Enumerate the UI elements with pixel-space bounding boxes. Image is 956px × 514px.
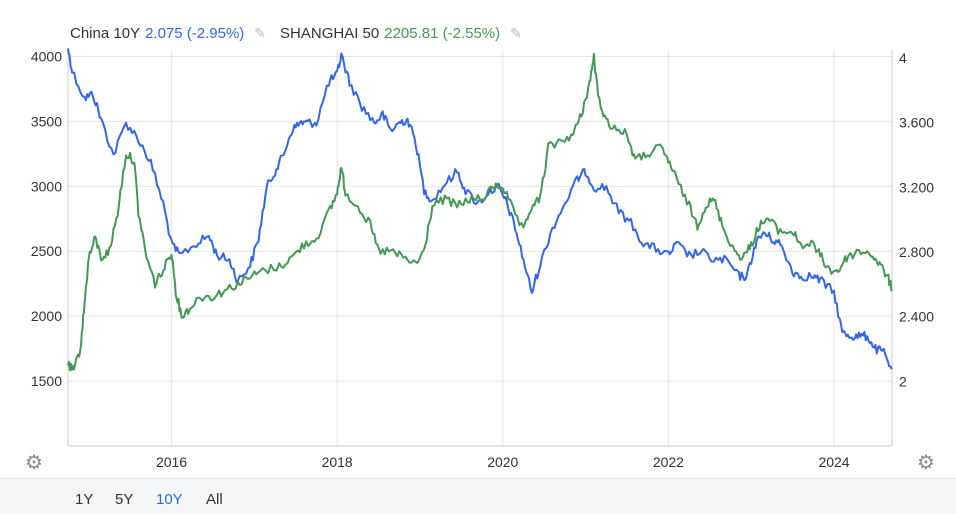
x-tick-label: 2024 — [818, 454, 849, 470]
y-left-tick-label: 3000 — [31, 178, 62, 194]
gear-icon[interactable]: ⚙ — [25, 452, 43, 474]
gear-icon[interactable]: ⚙ — [917, 452, 935, 474]
series-line-shanghai-50 — [67, 52, 893, 372]
y-right-tick-label: 4 — [899, 50, 907, 66]
y-left-tick-label: 2000 — [31, 308, 62, 324]
y-right-tick-label: 2.800 — [899, 244, 934, 260]
x-tick-label: 2018 — [322, 454, 353, 470]
y-left-tick-label: 3500 — [31, 113, 62, 129]
pencil-icon[interactable]: ✎ — [510, 25, 522, 41]
series-line-china-10y — [67, 48, 893, 370]
y-right-tick-label: 3.200 — [899, 179, 934, 195]
pencil-icon[interactable]: ✎ — [254, 25, 267, 41]
chart-legend: China 10Y 2.075 (-2.95%) ✎ SHANGHAI 50 2… — [70, 25, 536, 42]
legend-series2-name: SHANGHAI 50 — [280, 25, 380, 42]
range-button-all[interactable]: All — [206, 491, 223, 508]
y-left-tick-label: 4000 — [31, 48, 62, 64]
legend-series1-value: 2.075 (-2.95%) — [145, 25, 245, 42]
x-tick-label: 2020 — [487, 454, 518, 470]
range-button-10y[interactable]: 10Y — [156, 491, 183, 508]
x-tick-label: 2022 — [653, 454, 684, 470]
y-right-tick-label: 2.400 — [899, 309, 934, 325]
y-left-tick-label: 1500 — [31, 373, 62, 389]
y-right-tick-label: 2 — [899, 373, 907, 389]
range-selector: 1Y 5Y 10Y All — [0, 478, 956, 514]
y-left-tick-label: 2500 — [31, 243, 62, 259]
legend-series2-value: 2205.81 (-2.55%) — [384, 25, 501, 42]
y-right-tick-label: 3.600 — [899, 115, 934, 131]
range-button-5y[interactable]: 5Y — [115, 491, 134, 508]
range-button-1y[interactable]: 1Y — [75, 491, 94, 508]
legend-series1-name: China 10Y — [70, 25, 141, 42]
x-tick-label: 2016 — [156, 454, 187, 470]
